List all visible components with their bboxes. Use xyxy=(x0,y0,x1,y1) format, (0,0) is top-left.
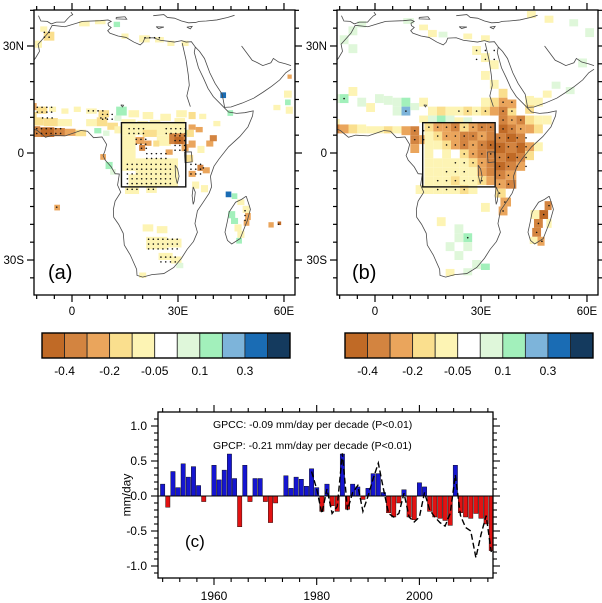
svg-text:0: 0 xyxy=(69,306,75,318)
svg-text:0.3: 0.3 xyxy=(540,364,557,378)
chart-frame xyxy=(157,411,494,579)
svg-text:2000: 2000 xyxy=(406,589,433,603)
study-region-box xyxy=(120,121,187,188)
svg-text:60E: 60E xyxy=(577,306,598,318)
y-axis-label-mmday: mm/day xyxy=(119,473,134,517)
colorbar-segments xyxy=(344,332,594,359)
svg-text:30N: 30N xyxy=(3,41,24,53)
svg-text:-0.4: -0.4 xyxy=(54,364,75,378)
africa-coastline xyxy=(337,11,595,278)
svg-text:-0.4: -0.4 xyxy=(357,364,378,378)
colorbar-segments xyxy=(41,332,291,359)
svg-text:1960: 1960 xyxy=(201,589,228,603)
stipple-dots xyxy=(35,31,280,263)
gpcp-dashed-line xyxy=(310,453,492,558)
trend-annotation-gpcc: GPCC: -0.09 mm/day per decade (P<0.01) xyxy=(213,419,413,431)
svg-text:0: 0 xyxy=(18,148,24,160)
svg-text:-1.0: -1.0 xyxy=(126,559,147,573)
svg-text:-0.05: -0.05 xyxy=(444,364,472,378)
chart-axis-ticks: -1.0 -0.5 0.0 0.5 1.0 1960 1980 2000 xyxy=(126,405,500,603)
svg-text:-0.2: -0.2 xyxy=(402,364,423,378)
study-region-box xyxy=(421,121,496,188)
colorbar-b: -0.4 -0.2 -0.05 0.1 0.3 xyxy=(344,332,594,378)
panel-label-c: (c) xyxy=(185,532,205,551)
svg-text:30E: 30E xyxy=(471,306,492,318)
panel-label-b: (b) xyxy=(352,262,377,284)
panel-label-a: (a) xyxy=(48,262,73,284)
svg-text:0.3: 0.3 xyxy=(237,364,254,378)
svg-text:0.1: 0.1 xyxy=(191,364,208,378)
stipple-dots xyxy=(343,49,550,243)
svg-text:1.0: 1.0 xyxy=(130,419,147,433)
svg-text:30E: 30E xyxy=(168,306,189,318)
anomaly-bars xyxy=(160,453,493,551)
colorbar-labels: -0.4 -0.2 -0.05 0.1 0.3 xyxy=(357,364,556,378)
svg-text:-0.05: -0.05 xyxy=(141,364,169,378)
trend-annotation-gpcp: GPCP: -0.21 mm/day per decade (P<0.01) xyxy=(213,440,412,452)
svg-text:60E: 60E xyxy=(274,306,295,318)
map-axis-ticks: 30S 0 30N 0 30E 60E xyxy=(3,3,302,318)
svg-text:1980: 1980 xyxy=(303,589,330,603)
svg-text:0: 0 xyxy=(321,148,327,160)
map-axis-ticks: 30S 0 30N 0 30E 60E xyxy=(306,3,602,318)
map-panel-a: 30S 0 30N 0 30E 60E xyxy=(3,3,302,318)
colorbar-a: -0.4 -0.2 -0.05 0.1 0.3 xyxy=(41,332,291,378)
svg-text:0.0: 0.0 xyxy=(130,489,147,503)
svg-text:30N: 30N xyxy=(306,41,327,53)
svg-text:0.1: 0.1 xyxy=(494,364,511,378)
map-cells xyxy=(34,19,293,278)
timeseries-panel-c: -1.0 -0.5 0.0 0.5 1.0 1960 1980 2000 xyxy=(126,405,500,603)
svg-text:-0.2: -0.2 xyxy=(99,364,120,378)
svg-text:-0.5: -0.5 xyxy=(126,524,147,538)
map-panel-b: 30S 0 30N 0 30E 60E xyxy=(306,3,602,318)
svg-text:30S: 30S xyxy=(4,255,25,267)
africa-coastline xyxy=(34,11,292,278)
svg-text:30S: 30S xyxy=(307,255,328,267)
svg-text:0.5: 0.5 xyxy=(130,454,147,468)
colorbar-labels: -0.4 -0.2 -0.05 0.1 0.3 xyxy=(54,364,253,378)
svg-text:0: 0 xyxy=(372,306,378,318)
